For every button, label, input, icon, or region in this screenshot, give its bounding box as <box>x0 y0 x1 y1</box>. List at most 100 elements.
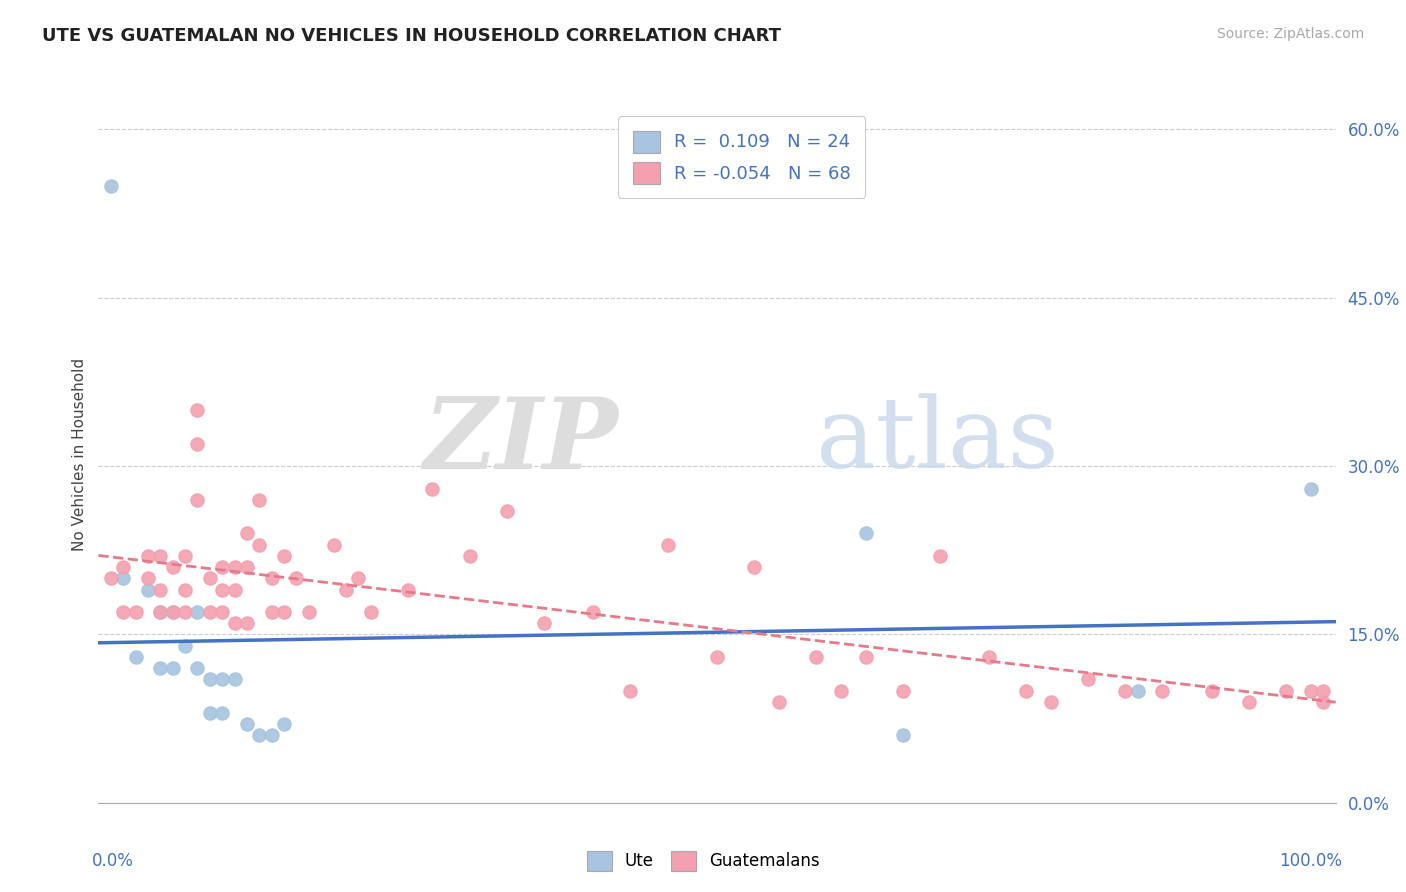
Point <box>260 571 283 585</box>
Y-axis label: No Vehicles in Household: No Vehicles in Household <box>72 359 87 551</box>
Point <box>804 649 827 664</box>
Text: UTE VS GUATEMALAN NO VEHICLES IN HOUSEHOLD CORRELATION CHART: UTE VS GUATEMALAN NO VEHICLES IN HOUSEHO… <box>42 27 782 45</box>
Point <box>1299 482 1322 496</box>
Point <box>1299 683 1322 698</box>
Point <box>174 639 197 653</box>
Point <box>149 661 172 675</box>
Text: atlas: atlas <box>815 393 1059 489</box>
Point <box>186 492 208 507</box>
Point <box>298 605 321 619</box>
Text: 0.0%: 0.0% <box>93 852 134 870</box>
Point <box>1077 673 1099 687</box>
Point <box>322 538 344 552</box>
Point <box>186 436 208 450</box>
Point <box>136 571 159 585</box>
Point <box>198 605 221 619</box>
Point <box>260 729 283 743</box>
Point <box>657 538 679 552</box>
Text: Source: ZipAtlas.com: Source: ZipAtlas.com <box>1216 27 1364 41</box>
Point <box>260 605 283 619</box>
Point <box>458 549 481 563</box>
Point <box>136 549 159 563</box>
Point <box>211 560 233 574</box>
Point <box>124 649 146 664</box>
Point <box>855 526 877 541</box>
Text: 100.0%: 100.0% <box>1279 852 1341 870</box>
Point <box>1114 683 1136 698</box>
Point <box>273 717 295 731</box>
Point <box>224 673 246 687</box>
Point <box>186 661 208 675</box>
Point <box>174 549 197 563</box>
Point <box>422 482 444 496</box>
Point <box>285 571 308 585</box>
Point <box>112 560 135 574</box>
Point <box>211 706 233 720</box>
Point <box>247 538 270 552</box>
Point <box>1040 695 1063 709</box>
Point <box>891 683 914 698</box>
Point <box>236 616 259 631</box>
Point <box>162 560 184 574</box>
Point <box>149 605 172 619</box>
Point <box>830 683 852 698</box>
Point <box>162 661 184 675</box>
Point <box>186 605 208 619</box>
Point <box>1152 683 1174 698</box>
Point <box>979 649 1001 664</box>
Point <box>236 717 259 731</box>
Point <box>149 549 172 563</box>
Point <box>1237 695 1260 709</box>
Point <box>186 403 208 417</box>
Legend: R =  0.109   N = 24, R = -0.054   N = 68: R = 0.109 N = 24, R = -0.054 N = 68 <box>619 116 865 198</box>
Point <box>224 582 246 597</box>
Point <box>198 673 221 687</box>
Point <box>360 605 382 619</box>
Text: ZIP: ZIP <box>423 392 619 489</box>
Point <box>396 582 419 597</box>
Point <box>224 560 246 574</box>
Point <box>236 526 259 541</box>
Point <box>273 549 295 563</box>
Point <box>1201 683 1223 698</box>
Point <box>1275 683 1298 698</box>
Point <box>273 605 295 619</box>
Point <box>1126 683 1149 698</box>
Point <box>124 605 146 619</box>
Point <box>335 582 357 597</box>
Point <box>247 492 270 507</box>
Point <box>174 605 197 619</box>
Point <box>855 649 877 664</box>
Point <box>1312 695 1334 709</box>
Point <box>198 706 221 720</box>
Point <box>533 616 555 631</box>
Point <box>136 582 159 597</box>
Point <box>149 605 172 619</box>
Point <box>247 729 270 743</box>
Point <box>224 616 246 631</box>
Point <box>619 683 641 698</box>
Point <box>112 571 135 585</box>
Point <box>347 571 370 585</box>
Point <box>1015 683 1038 698</box>
Point <box>162 605 184 619</box>
Point <box>236 560 259 574</box>
Point <box>211 673 233 687</box>
Point <box>742 560 765 574</box>
Point <box>211 605 233 619</box>
Point <box>1312 683 1334 698</box>
Point <box>891 729 914 743</box>
Point <box>582 605 605 619</box>
Point <box>768 695 790 709</box>
Point <box>495 504 517 518</box>
Point <box>162 605 184 619</box>
Point <box>928 549 950 563</box>
Point <box>174 582 197 597</box>
Point <box>149 582 172 597</box>
Legend: Ute, Guatemalans: Ute, Guatemalans <box>578 842 828 880</box>
Point <box>211 582 233 597</box>
Point <box>112 605 135 619</box>
Point <box>706 649 728 664</box>
Point <box>198 571 221 585</box>
Point <box>100 571 122 585</box>
